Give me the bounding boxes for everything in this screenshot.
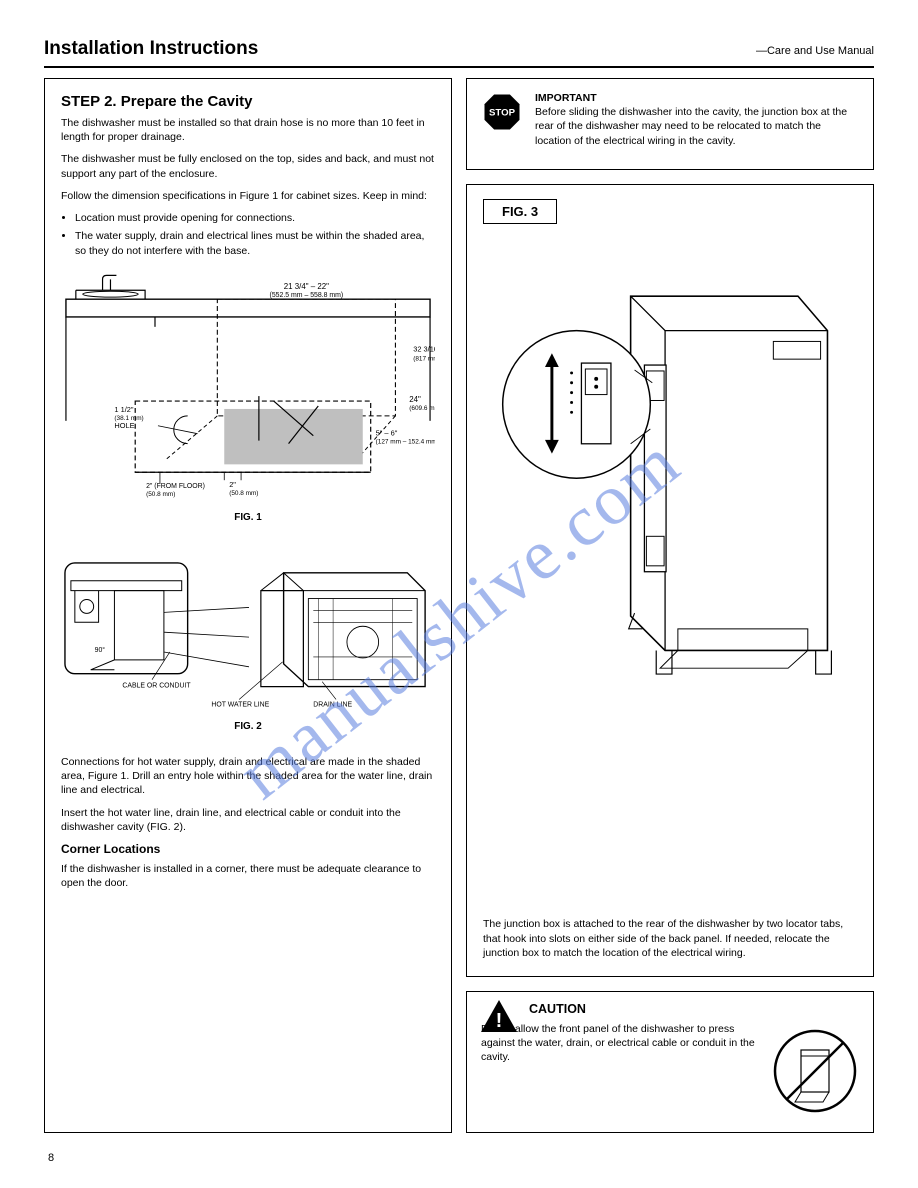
header-title: Installation Instructions	[44, 38, 258, 60]
important-text: IMPORTANT Before sliding the dishwasher …	[535, 91, 859, 148]
figure-1: 21 3/4" – 22" (552.5 mm – 558.8 mm) 32 3…	[61, 266, 435, 544]
page-number: 8	[48, 1152, 54, 1164]
page-header: Installation Instructions —Care and Use …	[44, 38, 874, 68]
step2-sink-note: The dishwasher must be fully enclosed on…	[61, 152, 435, 180]
post-fig2-p2: Insert the hot water line, drain line, a…	[61, 806, 435, 834]
caution-no-icon	[771, 1022, 859, 1120]
right-column: STOP IMPORTANT Before sliding the dishwa…	[466, 78, 874, 1133]
dim-h-in: 32 3/16" – 34 1/2"	[413, 345, 435, 354]
dim-h-mm: (817 mm – 876.3 mm)	[413, 356, 435, 363]
step2-title: STEP 2. Prepare the Cavity	[61, 93, 435, 110]
post-fig2-p1: Connections for hot water supply, drain …	[61, 755, 435, 798]
important-box: STOP IMPORTANT Before sliding the dishwa…	[466, 78, 874, 170]
step2-intro: The dishwasher must be installed so that…	[61, 116, 435, 144]
caution-triangle-icon: !	[479, 998, 519, 1034]
fig3-caption: The junction box is attached to the rear…	[483, 917, 857, 960]
corner-p: If the dishwasher is installed in a corn…	[61, 862, 435, 890]
important-title: IMPORTANT	[535, 92, 597, 104]
bullet-1: Location must provide opening for connec…	[75, 211, 435, 227]
manual-page: Installation Instructions —Care and Use …	[0, 0, 918, 1188]
fig2-label: FIG. 2	[234, 721, 262, 732]
caution-text: Do not allow the front panel of the dish…	[481, 1022, 761, 1120]
dim-gap-in: 2"	[229, 480, 236, 489]
dim-cutout-w-in: 21 3/4" – 22"	[284, 282, 329, 291]
dim-floor-in: 2" (FROM FLOOR)	[146, 483, 205, 490]
header-right: —Care and Use Manual	[756, 45, 874, 57]
figure-3	[483, 234, 857, 907]
step2-spec-bullets: Location must provide opening for connec…	[75, 211, 435, 260]
dim-gap-mm: (50.8 mm)	[229, 490, 258, 497]
dim-hole-in: 1 1/2"	[114, 405, 133, 414]
fig1-label: FIG. 1	[234, 512, 262, 523]
fig2-conduit: CABLE OR CONDUIT	[122, 683, 191, 690]
fig2-water: HOT WATER LINE	[211, 702, 269, 709]
bullet-2: The water supply, drain and electrical l…	[75, 229, 435, 261]
svg-text:STOP: STOP	[489, 108, 516, 119]
dim-base-h-mm: (127 mm – 152.4 mm)	[376, 439, 435, 446]
caution-box: ! CAUTION Do not allow the front panel o…	[466, 991, 874, 1133]
step2-box: STEP 2. Prepare the Cavity The dishwashe…	[44, 78, 452, 1133]
step2-spec-intro: Follow the dimension specifications in F…	[61, 189, 435, 203]
figure-3-box: FIG. 3	[466, 184, 874, 977]
fig2-drain: DRAIN LINE	[313, 702, 352, 709]
stop-icon: STOP	[481, 91, 523, 133]
dim-base-h-in: 5" – 6"	[376, 429, 398, 438]
important-body: Before sliding the dishwasher into the c…	[535, 106, 847, 146]
corner-title: Corner Locations	[61, 842, 435, 856]
figure-2: 90°	[61, 552, 435, 747]
caution-title: CAUTION	[529, 1002, 859, 1016]
fig2-90: 90°	[95, 646, 106, 654]
svg-text:!: !	[496, 1010, 503, 1032]
two-column-layout: STEP 2. Prepare the Cavity The dishwashe…	[44, 78, 874, 1133]
dim-d-in: 24"	[409, 395, 421, 404]
fig3-label: FIG. 3	[483, 199, 557, 224]
dim-d-mm: (609.6 mm)	[409, 405, 435, 412]
dim-hole-label: HOLE	[114, 421, 134, 430]
left-column: STEP 2. Prepare the Cavity The dishwashe…	[44, 78, 452, 1133]
dim-cutout-w-mm: (552.5 mm – 558.8 mm)	[270, 292, 344, 299]
dim-floor-mm: (50.8 mm)	[146, 491, 175, 498]
